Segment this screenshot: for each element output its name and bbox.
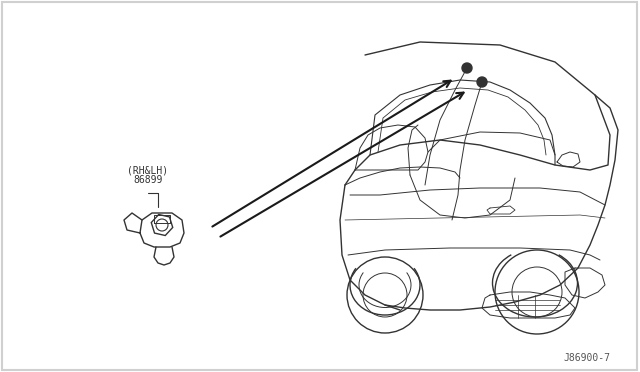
Circle shape [477,77,487,87]
Text: (RH&LH): (RH&LH) [127,165,168,175]
Text: J86900-7: J86900-7 [563,353,610,363]
Text: 86899: 86899 [133,175,163,185]
Circle shape [462,63,472,73]
